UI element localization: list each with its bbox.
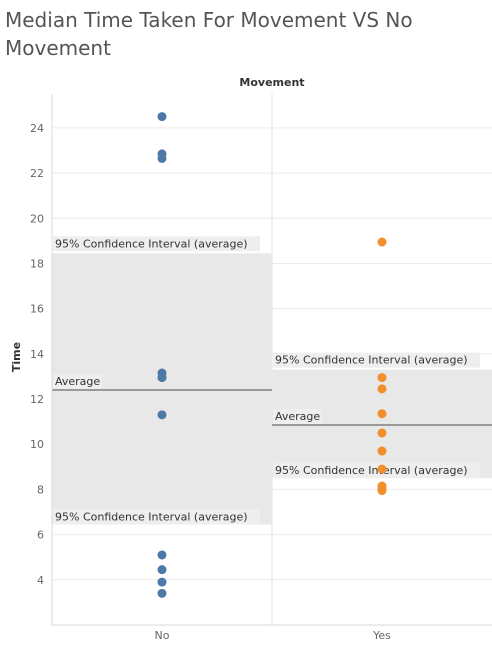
lower-ci-label-bg [273, 463, 480, 479]
lower-ci-label: 95% Confidence Interval (average) [275, 464, 468, 477]
data-points [157, 112, 387, 598]
data-point [157, 410, 167, 420]
y-tick-label: 8 [37, 483, 44, 496]
data-point [377, 446, 387, 456]
upper-ci-label-bg [53, 236, 260, 252]
column-header: Movement [239, 76, 304, 89]
data-point [377, 428, 387, 438]
data-point [377, 464, 387, 474]
y-tick-label: 4 [37, 574, 44, 587]
data-point [377, 373, 387, 383]
data-point [377, 409, 387, 419]
lower-ci-label-bg [53, 509, 260, 525]
data-point [157, 153, 167, 163]
data-point [157, 112, 167, 122]
y-tick-label: 16 [30, 303, 44, 316]
average-label-bg [273, 409, 322, 425]
y-axis-label: Time [10, 342, 23, 372]
y-tick-label: 18 [30, 257, 44, 270]
average-label: Average [55, 375, 100, 388]
average-label: Average [275, 410, 320, 423]
confidence-bands: 95% Confidence Interval (average) Average… [52, 236, 492, 525]
y-tick-label: 24 [30, 122, 44, 135]
average-label-bg [53, 374, 102, 390]
data-point [157, 373, 167, 383]
data-point [377, 384, 387, 394]
upper-ci-label: 95% Confidence Interval (average) [275, 354, 468, 367]
data-point [157, 588, 167, 598]
data-point [377, 237, 387, 247]
data-point [157, 550, 167, 560]
y-tick-label: 14 [30, 348, 44, 361]
upper-ci-label: 95% Confidence Interval (average) [55, 237, 248, 250]
y-tick-label: 20 [30, 212, 44, 225]
data-point [377, 486, 387, 496]
data-point [157, 577, 167, 587]
data-point [157, 565, 167, 575]
axes: 4 6 8 10 12 14 16 18 20 22 24 No Yes [30, 94, 492, 642]
y-tick-label: 12 [30, 393, 44, 406]
y-tick-label: 6 [37, 529, 44, 542]
y-tick-label: 10 [30, 438, 44, 451]
x-category-label: No [155, 629, 170, 642]
lower-ci-label: 95% Confidence Interval (average) [55, 510, 248, 523]
chart-title: Median Time Taken For Movement VS No Mov… [5, 8, 413, 60]
upper-ci-label-bg [273, 352, 480, 368]
x-category-label: Yes [372, 629, 391, 642]
y-tick-label: 22 [30, 167, 44, 180]
